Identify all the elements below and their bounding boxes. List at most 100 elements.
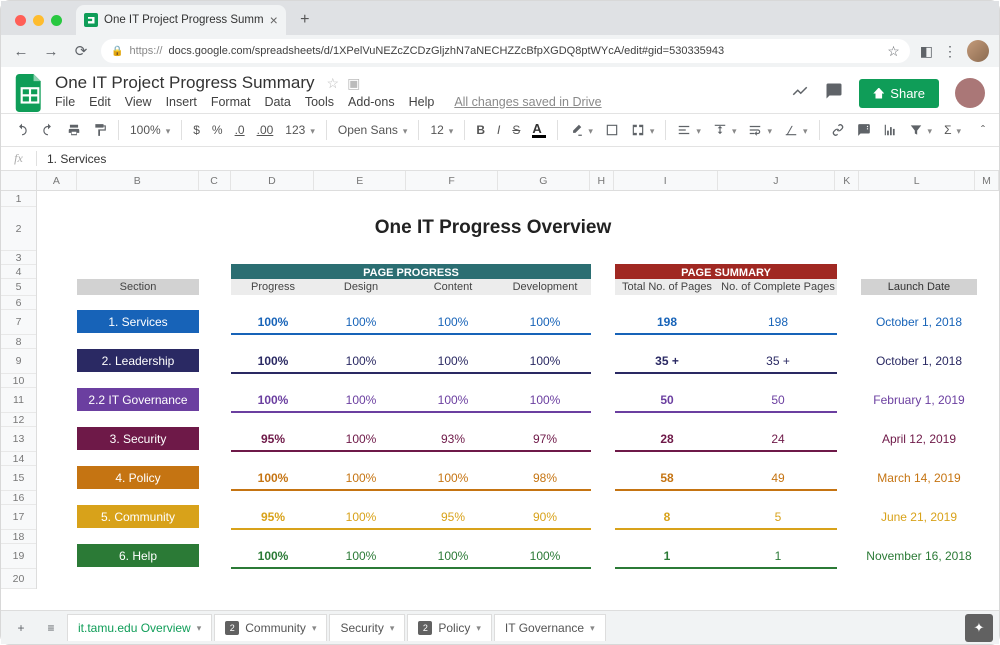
column-headers[interactable]: ABCDEFGHIJKLM <box>1 171 999 191</box>
collapse-toolbar-button[interactable]: ˆ <box>977 120 989 140</box>
row-header[interactable]: 12 <box>1 413 36 427</box>
row-header[interactable]: 13 <box>1 427 36 452</box>
formula-value[interactable]: 1. Services <box>37 152 106 166</box>
extension-icon[interactable]: ◧ <box>920 43 933 60</box>
close-tab-icon[interactable]: × <box>270 12 278 28</box>
format-currency[interactable]: $ <box>189 120 204 140</box>
sheet-tab[interactable]: it.tamu.edu Overview▾ <box>67 614 212 641</box>
link-button[interactable] <box>827 120 849 140</box>
window-controls[interactable] <box>15 15 62 26</box>
sheet-tab[interactable]: IT Governance▾ <box>494 614 606 641</box>
print-button[interactable] <box>63 120 85 140</box>
col-header[interactable]: A <box>37 171 77 190</box>
redo-button[interactable] <box>37 120 59 140</box>
row-header[interactable]: 20 <box>1 569 36 589</box>
col-header[interactable]: F <box>406 171 498 190</box>
all-sheets-button[interactable]: ≡ <box>37 614 65 642</box>
row-header[interactable]: 18 <box>1 530 36 544</box>
strike-button[interactable]: S <box>508 120 524 140</box>
text-color-button[interactable]: A <box>528 120 550 141</box>
share-button[interactable]: Share <box>859 79 939 108</box>
menu-help[interactable]: Help <box>409 95 435 109</box>
format-more[interactable]: 123 <box>281 120 319 140</box>
back-button[interactable]: ← <box>11 43 31 60</box>
col-header[interactable]: C <box>199 171 231 190</box>
forward-button[interactable]: → <box>41 43 61 60</box>
menu-icon[interactable]: ⋮ <box>943 43 957 60</box>
paint-format-button[interactable] <box>89 120 111 140</box>
row-header[interactable]: 8 <box>1 335 36 349</box>
menu-tools[interactable]: Tools <box>305 95 334 109</box>
spreadsheet-grid[interactable]: ABCDEFGHIJKLM 12345678910111213141516171… <box>1 171 999 603</box>
browser-tab[interactable]: One IT Project Progress Summ × <box>76 5 286 35</box>
merge-button[interactable] <box>627 120 659 140</box>
format-increase-decimal[interactable]: .00 <box>253 120 278 140</box>
row-header[interactable]: 14 <box>1 452 36 466</box>
add-sheet-button[interactable]: + <box>7 614 35 642</box>
fontsize-select[interactable]: 12 <box>426 120 457 140</box>
row-header[interactable]: 16 <box>1 491 36 505</box>
address-bar[interactable]: 🔒 https://docs.google.com/spreadsheets/d… <box>101 39 910 63</box>
profile-avatar[interactable] <box>967 40 989 62</box>
row-header[interactable]: 19 <box>1 544 36 569</box>
halign-button[interactable] <box>673 120 705 140</box>
col-header[interactable]: G <box>498 171 590 190</box>
comment-button[interactable] <box>853 120 875 140</box>
activity-icon[interactable] <box>791 82 809 105</box>
col-header[interactable]: L <box>859 171 975 190</box>
document-title[interactable]: One IT Project Progress Summary <box>55 73 315 93</box>
sheets-logo[interactable] <box>15 74 45 112</box>
menu-data[interactable]: Data <box>264 95 290 109</box>
comments-icon[interactable] <box>825 82 843 105</box>
sheet-tab[interactable]: Security▾ <box>329 614 405 641</box>
sheet-tab[interactable]: 2Community▾ <box>214 614 327 641</box>
col-header[interactable]: E <box>314 171 406 190</box>
account-avatar[interactable] <box>955 78 985 108</box>
col-header[interactable]: J <box>718 171 836 190</box>
menu-add-ons[interactable]: Add-ons <box>348 95 395 109</box>
row-header[interactable]: 17 <box>1 505 36 530</box>
row-header[interactable]: 3 <box>1 251 36 265</box>
functions-button[interactable]: Σ <box>940 120 965 140</box>
row-header[interactable]: 4 <box>1 265 36 279</box>
row-header[interactable]: 6 <box>1 296 36 310</box>
star-doc-icon[interactable]: ☆ <box>327 75 340 92</box>
format-decrease-decimal[interactable]: .0 <box>231 120 249 140</box>
borders-button[interactable] <box>601 120 623 140</box>
row-header[interactable]: 9 <box>1 349 36 374</box>
col-header[interactable]: D <box>231 171 315 190</box>
sheet-tab[interactable]: 2Policy▾ <box>407 614 492 641</box>
fill-color-button[interactable] <box>565 120 597 140</box>
row-header[interactable]: 10 <box>1 374 36 388</box>
valign-button[interactable] <box>709 120 741 140</box>
row-header[interactable]: 15 <box>1 466 36 491</box>
menu-view[interactable]: View <box>125 95 152 109</box>
menu-edit[interactable]: Edit <box>89 95 111 109</box>
explore-button[interactable] <box>965 614 993 642</box>
italic-button[interactable]: I <box>493 120 504 140</box>
menu-insert[interactable]: Insert <box>166 95 197 109</box>
format-percent[interactable]: % <box>208 120 227 140</box>
zoom-select[interactable]: 100% <box>126 120 174 140</box>
bold-button[interactable]: B <box>472 120 489 140</box>
undo-button[interactable] <box>11 120 33 140</box>
row-header[interactable]: 11 <box>1 388 36 413</box>
font-select[interactable]: Open Sans <box>334 120 412 140</box>
row-headers[interactable]: 1234567891011121314151617181920 <box>1 191 37 589</box>
row-header[interactable]: 2 <box>1 207 36 251</box>
new-tab-button[interactable]: + <box>292 7 318 33</box>
row-header[interactable]: 1 <box>1 191 36 207</box>
col-header[interactable]: M <box>975 171 999 190</box>
rotate-button[interactable] <box>780 120 812 140</box>
col-header[interactable]: H <box>590 171 614 190</box>
reload-button[interactable]: ⟳ <box>71 42 91 60</box>
col-header[interactable]: I <box>614 171 718 190</box>
star-icon[interactable]: ☆ <box>887 43 900 60</box>
chart-button[interactable] <box>879 120 901 140</box>
row-header[interactable]: 5 <box>1 279 36 296</box>
menu-format[interactable]: Format <box>211 95 251 109</box>
grid-content[interactable]: One IT Progress OverviewPAGE PROGRESSPAG… <box>37 191 999 589</box>
row-header[interactable]: 7 <box>1 310 36 335</box>
folder-icon[interactable]: ▣ <box>347 75 360 92</box>
col-header[interactable]: B <box>77 171 199 190</box>
